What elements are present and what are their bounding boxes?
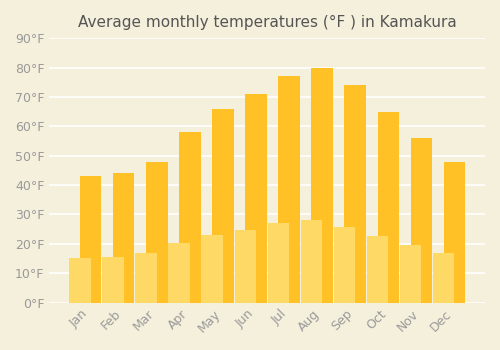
Bar [113, 173, 134, 303]
Bar [433, 253, 454, 303]
Bar [444, 162, 465, 303]
Bar [246, 94, 267, 303]
Bar [136, 253, 157, 303]
Bar [268, 223, 289, 303]
Bar [410, 138, 432, 303]
Bar [334, 226, 355, 303]
Bar [400, 245, 421, 303]
Bar [344, 85, 366, 303]
Bar [212, 108, 234, 303]
Bar [278, 76, 300, 303]
Bar [80, 176, 102, 303]
Bar [367, 236, 388, 303]
Bar [146, 162, 168, 303]
Bar [234, 230, 256, 303]
Bar [300, 220, 322, 303]
Bar [312, 68, 333, 303]
Bar [168, 243, 190, 303]
Bar [102, 257, 124, 303]
Bar [378, 112, 399, 303]
Bar [179, 132, 201, 303]
Bar [202, 235, 223, 303]
Title: Average monthly temperatures (°F ) in Kamakura: Average monthly temperatures (°F ) in Ka… [78, 15, 456, 30]
Bar [69, 258, 90, 303]
